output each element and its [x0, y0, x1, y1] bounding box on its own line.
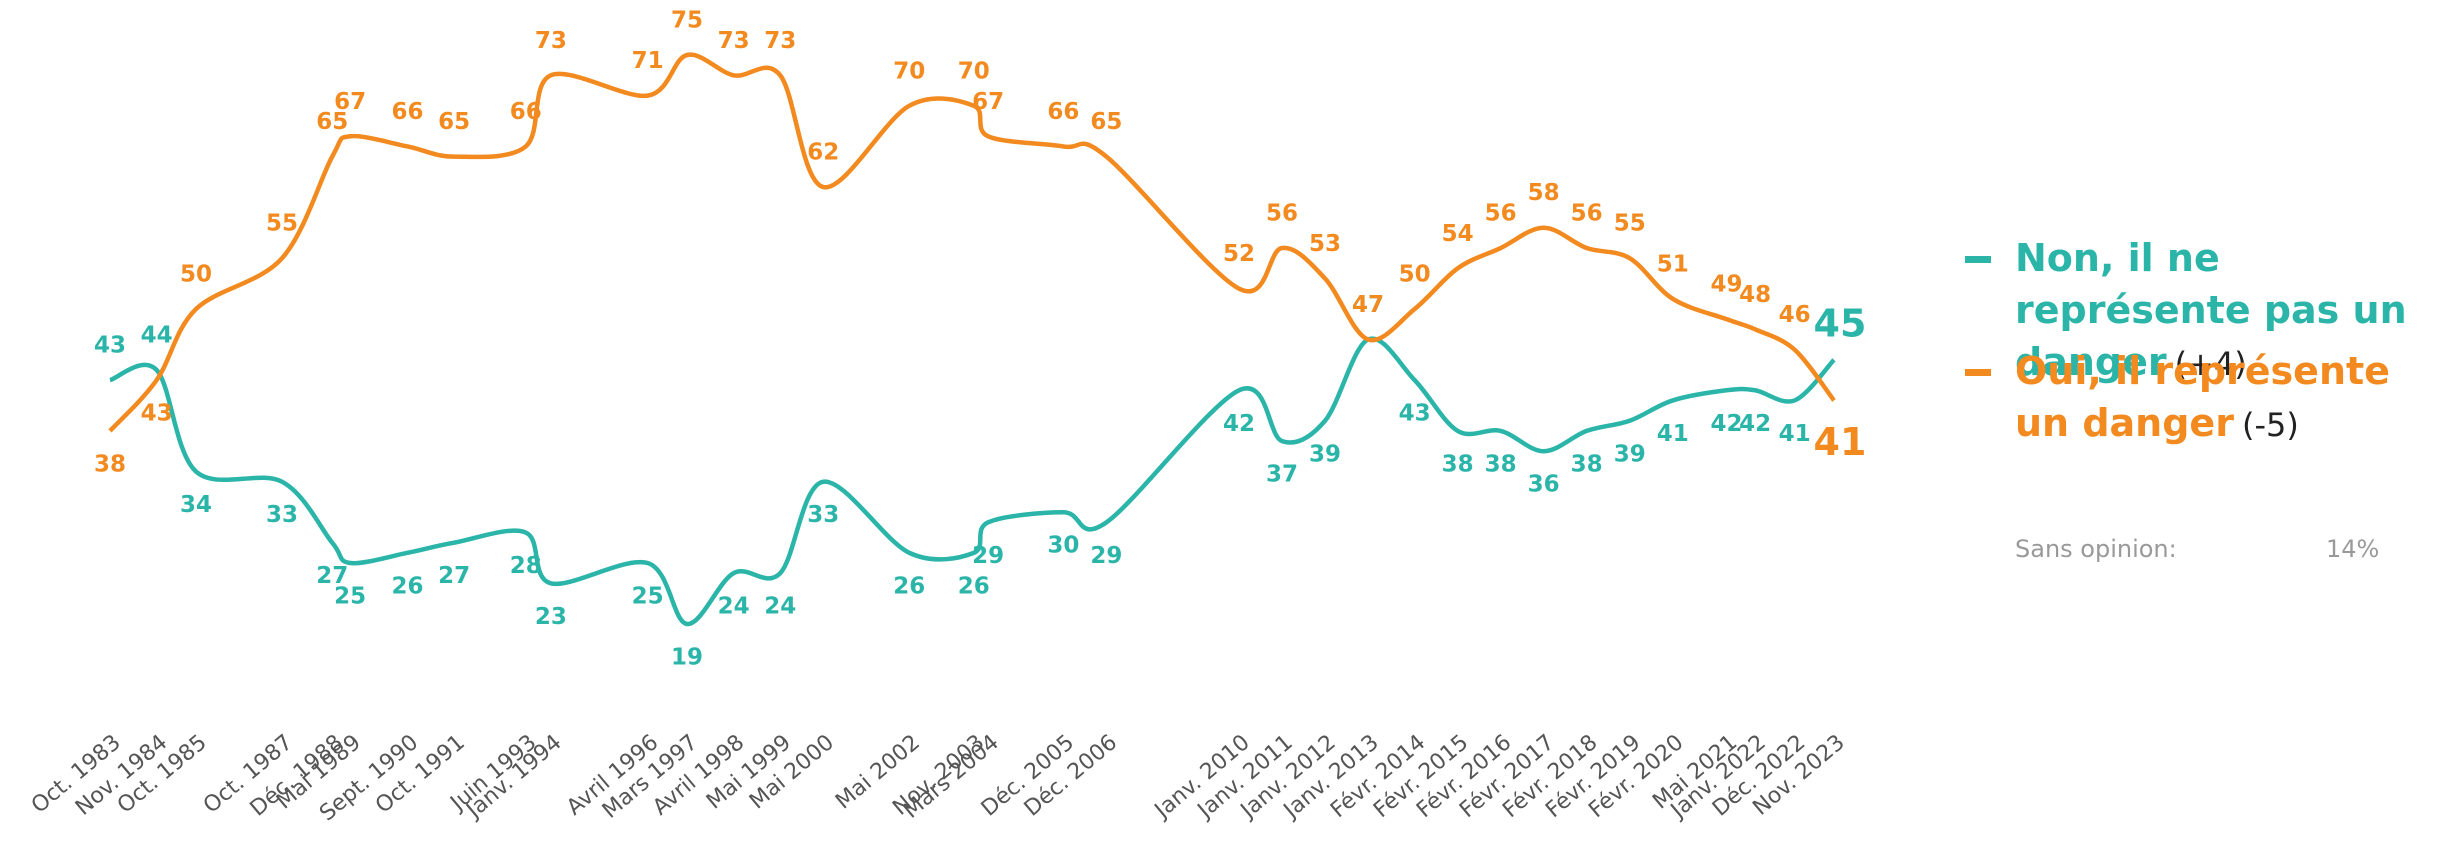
data-label: 23 [535, 604, 567, 630]
data-label: 19 [671, 644, 703, 670]
data-label: 51 [1657, 251, 1689, 277]
data-label: 38 [1442, 451, 1474, 477]
legend-entry: Oui, il représente un danger (-5) [1965, 345, 2445, 451]
data-label: 50 [1399, 262, 1431, 288]
legend-label: Oui, il représente un danger [2015, 349, 2390, 445]
data-label: 27 [316, 563, 348, 589]
data-label: 28 [510, 553, 542, 579]
data-label: 26 [893, 573, 925, 599]
data-label: 65 [1090, 109, 1122, 135]
data-label: 38 [1485, 451, 1517, 477]
data-label: 50 [180, 262, 212, 288]
data-label: 42 [1223, 411, 1255, 437]
data-label: 33 [266, 502, 298, 528]
data-label: 41 [1814, 420, 1867, 464]
data-label: 52 [1223, 241, 1255, 267]
no-opinion-label: Sans opinion: [2015, 535, 2177, 563]
data-label: 39 [1309, 441, 1341, 467]
data-label: 70 [958, 58, 990, 84]
data-label: 24 [718, 594, 750, 620]
data-label: 49 [1710, 272, 1742, 298]
data-label: 58 [1528, 180, 1560, 206]
data-label: 55 [266, 211, 298, 237]
data-label: 36 [1528, 472, 1560, 498]
data-label: 24 [764, 594, 796, 620]
data-label: 66 [510, 99, 542, 125]
data-label: 29 [972, 543, 1004, 569]
legend-swatch [1965, 256, 1991, 263]
data-label: 43 [94, 333, 126, 359]
data-label: 70 [893, 58, 925, 84]
data-label: 73 [535, 28, 567, 54]
data-label: 46 [1779, 302, 1811, 328]
data-label: 54 [1442, 221, 1474, 247]
data-label: 73 [764, 28, 796, 54]
data-label: 41 [1779, 421, 1811, 447]
data-label: 29 [1090, 543, 1122, 569]
legend-entry: Non, il ne représente pas un danger (+4) [1965, 232, 2445, 390]
data-label: 62 [807, 140, 839, 166]
series-line [109, 336, 1836, 627]
data-label: 42 [1710, 411, 1742, 437]
data-label: 25 [632, 584, 664, 610]
data-label: 33 [807, 502, 839, 528]
data-label: 44 [141, 322, 173, 348]
data-label: 66 [391, 99, 423, 125]
data-label: 39 [1614, 441, 1646, 467]
data-label: 67 [972, 89, 1004, 115]
series-line [108, 52, 1836, 433]
data-label: 48 [1739, 282, 1771, 308]
data-label: 25 [334, 584, 366, 610]
legend-change: (-5) [2241, 406, 2299, 444]
data-label: 45 [1814, 301, 1867, 345]
data-label: 47 [1352, 292, 1384, 318]
data-label: 56 [1485, 201, 1517, 227]
data-label: 38 [94, 451, 126, 477]
no-opinion-value: 14% [2326, 535, 2380, 563]
data-label: 56 [1571, 201, 1603, 227]
data-label: 26 [958, 573, 990, 599]
data-label: 56 [1266, 201, 1298, 227]
data-label: 66 [1047, 99, 1079, 125]
data-label: 67 [334, 89, 366, 115]
data-label: 41 [1657, 421, 1689, 447]
data-label: 27 [438, 563, 470, 589]
data-label: 53 [1309, 231, 1341, 257]
data-label: 43 [1399, 401, 1431, 427]
data-label: 47 [1352, 292, 1384, 318]
data-label: 75 [671, 8, 703, 34]
data-label: 37 [1266, 462, 1298, 488]
data-label: 71 [632, 48, 664, 74]
data-label: 30 [1047, 533, 1079, 559]
legend-change: (+4) [2174, 345, 2247, 383]
data-label: 65 [438, 109, 470, 135]
data-label: 73 [718, 28, 750, 54]
data-label: 43 [141, 401, 173, 427]
data-label: 34 [180, 492, 212, 518]
data-label: 42 [1739, 411, 1771, 437]
data-label: 55 [1614, 211, 1646, 237]
data-label: 26 [391, 573, 423, 599]
legend-swatch [1965, 369, 1991, 376]
data-label: 38 [1571, 451, 1603, 477]
legend-label: Non, il ne représente pas un danger [2015, 236, 2407, 384]
data-label: 65 [316, 109, 348, 135]
